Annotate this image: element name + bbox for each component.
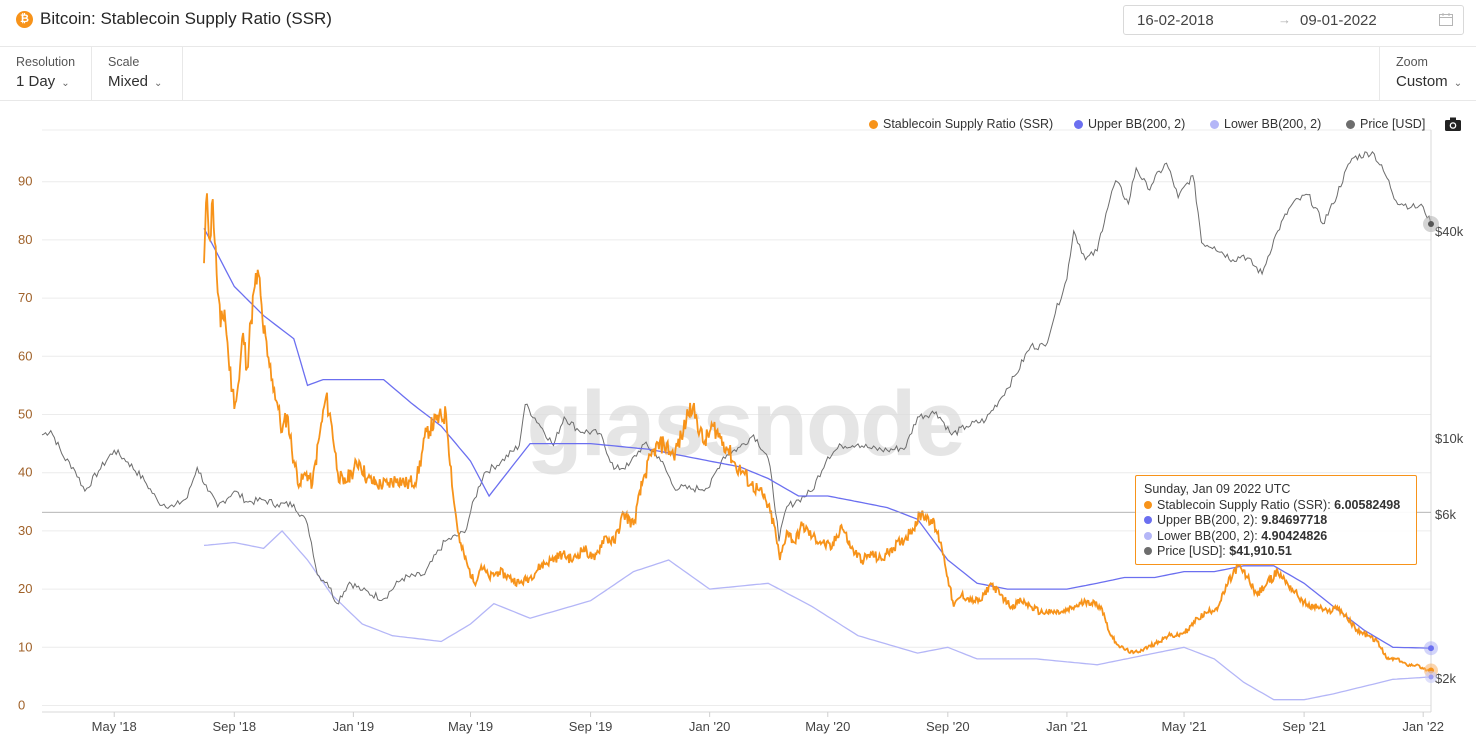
x-tick-label: Jan '20 (689, 719, 731, 734)
divider (1379, 46, 1380, 100)
y-tick-label: 50 (18, 407, 32, 422)
tooltip-row: Upper BB(200, 2): 9.84697718 (1144, 513, 1416, 529)
y-right-tick-label: $2k (1435, 671, 1456, 686)
legend-dot (1346, 120, 1355, 129)
legend-label: Lower BB(200, 2) (1224, 117, 1322, 131)
tooltip-value: 4.90424826 (1261, 528, 1328, 543)
tooltip-value: 6.00582498 (1334, 497, 1401, 512)
resolution-select[interactable]: Resolution 1 Day ⌄ (16, 46, 94, 100)
date-to-input[interactable]: 09-01-2022 (1300, 12, 1377, 29)
x-tick-label: Sep '20 (926, 719, 970, 734)
scale-label: Scale (108, 55, 140, 69)
date-from-input[interactable]: 16-02-2018 (1137, 12, 1214, 29)
resolution-label: Resolution (16, 55, 76, 69)
tooltip-label: Lower BB(200, 2): (1157, 528, 1262, 543)
price-end-marker (1428, 221, 1434, 228)
x-tick-label: Jan '19 (333, 719, 375, 734)
series-line-price (41, 150, 1432, 605)
x-tick-label: Sep '19 (569, 719, 613, 734)
series-dot (1144, 516, 1152, 524)
resolution-value: 1 Day (16, 73, 56, 90)
y-tick-label: 80 (18, 232, 32, 247)
scale-value: Mixed (108, 73, 149, 90)
y-tick-label: 70 (18, 290, 32, 305)
x-tick-label: May '19 (448, 719, 493, 734)
y-right-tick-label: $10k (1435, 431, 1464, 446)
camera-icon[interactable] (1444, 116, 1462, 132)
ssr-chart[interactable]: 0 10 20 30 40 50 60 70 80 90 $2k $6k $10k $40k May '18… (0, 100, 1476, 752)
upper-bb-end-marker (1428, 645, 1434, 652)
y-tick-label: 40 (18, 465, 32, 480)
y-tick-label: 20 (18, 581, 32, 596)
tooltip-value: $41,910.51 (1229, 544, 1292, 558)
series-line-ssr (203, 193, 1432, 672)
legend-item[interactable]: Upper BB(200, 2) (1074, 117, 1185, 131)
legend-label: Stablecoin Supply Ratio (SSR) (883, 117, 1054, 131)
calendar-icon[interactable] (1439, 13, 1453, 26)
chevron-down-icon: ⌄ (154, 78, 163, 89)
series-dot (1144, 500, 1152, 509)
tooltip-label: Upper BB(200, 2): (1157, 513, 1262, 527)
x-tick-label: May '21 (1161, 719, 1206, 734)
tooltip-row: Price [USD]: $41,910.51 (1144, 544, 1416, 560)
legend-dot (869, 120, 878, 129)
tooltip-date: Sunday, Jan 09 2022 UTC (1144, 482, 1291, 496)
zoom-select[interactable]: Zoom Custom ⌄ (1396, 46, 1471, 100)
series-line-lower-bb (203, 529, 1432, 701)
zoom-value: Custom (1396, 73, 1448, 90)
y-tick-label: 0 (18, 698, 25, 713)
legend-dot (1074, 120, 1083, 129)
y-tick-label: 30 (18, 523, 32, 538)
tooltip-row: Lower BB(200, 2): 4.90424826 (1144, 529, 1416, 545)
legend-label: Price [USD] (1360, 117, 1426, 131)
x-tick-label: Jan '22 (1402, 719, 1444, 734)
date-range-picker[interactable]: 16-02-2018 → 09-01-2022 (1123, 5, 1464, 35)
bitcoin-icon: ₿ (16, 11, 33, 28)
legend-item[interactable]: Price [USD] (1346, 117, 1425, 131)
y-right-tick-label: $6k (1435, 507, 1456, 522)
y-right-tick-label: $40k (1435, 224, 1464, 239)
chevron-down-icon: ⌄ (61, 78, 70, 89)
x-tick-label: May '18 (92, 719, 137, 734)
page-title: Bitcoin: Stablecoin Supply Ratio (SSR) (40, 9, 332, 28)
y-tick-label: 10 (18, 639, 32, 654)
chart-tooltip: Sunday, Jan 09 2022 UTC Stablecoin Suppl… (1135, 475, 1417, 565)
y-tick-label: 60 (18, 348, 32, 363)
x-tick-label: Sep '18 (212, 719, 256, 734)
lower-bb-end-marker (1428, 674, 1434, 680)
legend-item[interactable]: Lower BB(200, 2) (1210, 117, 1321, 131)
legend-dot (1210, 120, 1219, 129)
series-dot (1144, 547, 1152, 555)
legend-item[interactable]: Stablecoin Supply Ratio (SSR) (869, 117, 1053, 131)
divider (91, 46, 92, 100)
x-tick-label: Jan '21 (1046, 719, 1088, 734)
y-tick-label: 90 (18, 174, 32, 189)
tooltip-value: 9.84697718 (1261, 513, 1328, 527)
tooltip-label: Price [USD]: (1157, 544, 1230, 558)
range-arrow-icon: → (1278, 12, 1291, 27)
series-dot (1144, 531, 1152, 540)
legend-label: Upper BB(200, 2) (1088, 117, 1186, 131)
scale-select[interactable]: Scale Mixed ⌄ (108, 46, 180, 100)
zoom-label: Zoom (1396, 55, 1428, 69)
tooltip-label: Stablecoin Supply Ratio (SSR): (1157, 497, 1335, 512)
x-tick-label: May '20 (805, 719, 850, 734)
header-bar: ₿ Bitcoin: Stablecoin Supply Ratio (SSR)… (0, 0, 1476, 47)
divider (182, 46, 183, 100)
chart-controls: Resolution 1 Day ⌄ Scale Mixed ⌄ Zoom Cust… (0, 46, 1476, 101)
tooltip-row: Stablecoin Supply Ratio (SSR): 6.0058249… (1144, 498, 1416, 514)
x-tick-label: Sep '21 (1282, 719, 1326, 734)
series-line-upper-bb (203, 227, 1432, 649)
chevron-down-icon: ⌄ (1453, 78, 1463, 89)
watermark: glassnode (526, 373, 963, 475)
